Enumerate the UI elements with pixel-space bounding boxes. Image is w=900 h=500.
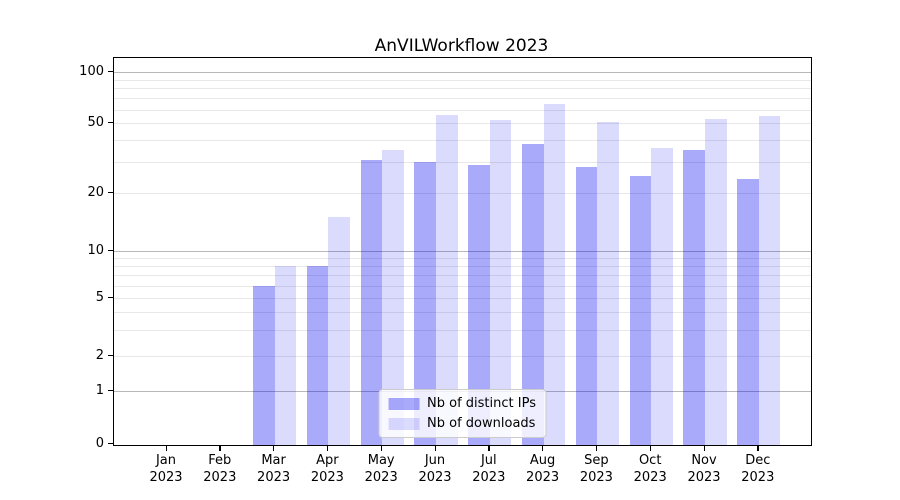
gridline-minor-6 <box>114 285 811 287</box>
x-tick-mark-jan <box>165 446 167 451</box>
bar-downloads-mar <box>274 266 297 445</box>
plot-area: Nb of distinct IPs Nb of downloads <box>113 57 812 446</box>
x-tick-label-dec: Dec 2023 <box>741 453 775 485</box>
gridline-minor-9 <box>114 258 811 260</box>
bar-downloads-apr <box>328 217 350 445</box>
gridline-minor-4 <box>114 312 811 314</box>
x-tick-mark-sep <box>595 446 598 451</box>
gridline-minor-20 <box>114 193 811 194</box>
gridline-minor-2 <box>114 356 811 357</box>
gridline-minor-40 <box>114 140 811 141</box>
y-tick-mark-5 <box>108 296 113 298</box>
gridline-minor-5 <box>114 298 811 299</box>
y-tick-label-20: 20 <box>87 184 104 200</box>
x-tick-label-feb: Feb 2023 <box>203 453 237 485</box>
x-tick-label-jun: Jun 2023 <box>418 453 452 485</box>
gridline-minor-7 <box>114 275 811 277</box>
bar-distinct-ips-jun <box>414 162 436 445</box>
y-tick-mark-100 <box>108 70 113 72</box>
legend: Nb of distinct IPs Nb of downloads <box>378 389 547 438</box>
gridline-minor-30 <box>114 162 811 163</box>
x-tick-mark-dec <box>757 446 759 451</box>
x-tick-label-oct: Oct 2023 <box>633 453 667 485</box>
x-tick-mark-apr <box>326 446 329 451</box>
x-tick-mark-mar <box>273 446 275 451</box>
gridline-minor-90 <box>114 79 811 81</box>
bar-downloads-aug <box>543 103 566 445</box>
legend-swatch-distinct-ips <box>388 397 420 410</box>
y-tick-label-50: 50 <box>87 114 104 130</box>
legend-swatch-downloads <box>388 417 420 430</box>
gridline-minor-80 <box>114 88 811 90</box>
bar-downloads-jun <box>436 114 458 445</box>
legend-item-downloads: Nb of downloads <box>388 417 536 430</box>
bar-distinct-ips-mar <box>253 285 275 445</box>
x-tick-mark-oct <box>649 446 652 451</box>
y-tick-mark-2 <box>108 354 113 356</box>
bar-distinct-ips-nov <box>683 150 705 445</box>
bar-distinct-ips-aug <box>522 144 544 445</box>
y-tick-label-10: 10 <box>87 242 104 258</box>
y-tick-mark-10 <box>108 249 113 251</box>
y-tick-mark-50 <box>108 121 113 123</box>
bar-distinct-ips-apr <box>306 266 329 445</box>
bar-distinct-ips-oct <box>629 176 652 445</box>
y-tick-mark-0 <box>108 443 113 445</box>
bar-downloads-may <box>382 150 404 445</box>
chart-title: AnVILWorkflow 2023 <box>374 36 549 56</box>
y-tick-label-5: 5 <box>95 289 104 305</box>
x-tick-mark-feb <box>219 446 221 451</box>
bar-distinct-ips-jul <box>468 164 490 445</box>
bar-distinct-ips-may <box>360 159 383 445</box>
gridline-major-100 <box>114 72 811 73</box>
x-tick-label-jul: Jul 2023 <box>472 453 506 485</box>
gridline-minor-70 <box>114 98 811 100</box>
y-tick-mark-20 <box>108 191 113 193</box>
x-tick-label-sep: Sep 2023 <box>579 453 613 485</box>
bar-downloads-sep <box>597 121 619 445</box>
legend-label-distinct-ips: Nb of distinct IPs <box>427 396 536 411</box>
bar-downloads-dec <box>758 116 781 445</box>
y-tick-label-100: 100 <box>79 63 104 79</box>
gridline-minor-50 <box>114 123 811 124</box>
bar-downloads-jul <box>489 120 512 445</box>
x-tick-label-apr: Apr 2023 <box>310 453 344 485</box>
gridline-minor-3 <box>114 330 811 332</box>
y-tick-label-2: 2 <box>95 347 104 363</box>
y-tick-mark-1 <box>108 389 113 391</box>
legend-label-downloads: Nb of downloads <box>427 416 536 431</box>
gridline-minor-60 <box>114 109 811 111</box>
y-tick-label-1: 1 <box>95 382 104 398</box>
x-tick-label-may: May 2023 <box>364 453 398 485</box>
x-tick-mark-aug <box>542 446 544 451</box>
x-tick-label-jan: Jan 2023 <box>149 453 183 485</box>
bar-distinct-ips-sep <box>575 167 598 445</box>
bar-downloads-nov <box>705 118 727 445</box>
y-tick-label-0: 0 <box>95 436 104 451</box>
x-tick-mark-may <box>380 446 383 451</box>
x-tick-label-aug: Aug 2023 <box>526 453 560 485</box>
gridline-minor-8 <box>114 266 811 268</box>
x-tick-mark-nov <box>703 446 705 451</box>
legend-item-distinct-ips: Nb of distinct IPs <box>388 397 536 410</box>
bar-downloads-oct <box>651 148 673 445</box>
x-tick-label-nov: Nov 2023 <box>687 453 721 485</box>
x-tick-mark-jun <box>434 446 436 451</box>
x-tick-label-mar: Mar 2023 <box>257 453 291 485</box>
x-tick-mark-jul <box>488 446 490 451</box>
gridline-major-10 <box>114 251 811 252</box>
bar-distinct-ips-dec <box>737 179 759 445</box>
